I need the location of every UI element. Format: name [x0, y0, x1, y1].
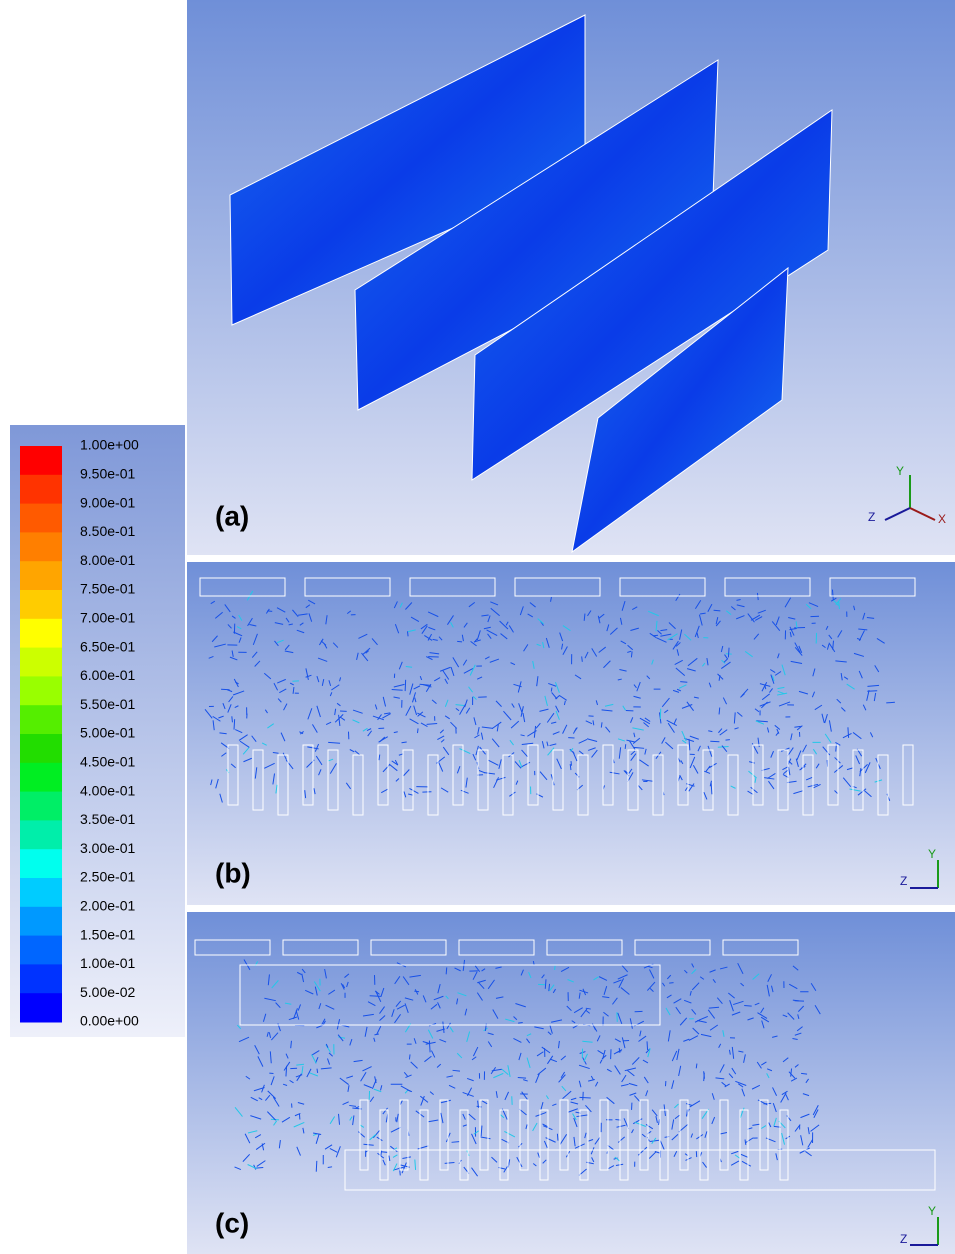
vector: [619, 1048, 620, 1053]
vector: [370, 996, 382, 997]
vector: [316, 1161, 317, 1172]
colorbar-label: 2.00e-01: [80, 898, 135, 914]
colorbar-label: 2.50e-01: [80, 869, 135, 885]
color-swatch: [20, 648, 62, 677]
color-swatch: [20, 936, 62, 965]
colorbar-label: 4.50e-01: [80, 754, 135, 770]
vector: [446, 967, 447, 974]
vector: [625, 744, 626, 749]
color-swatch: [20, 878, 62, 907]
panel-c-background: [187, 912, 955, 1254]
vector: [631, 651, 632, 657]
vector: [704, 1073, 705, 1081]
vector: [696, 1064, 697, 1069]
figure: 1.00e+00 9.50e-01 9.00e-01 8.50e-01 8.00e-01…: [0, 0, 955, 1254]
vector: [414, 991, 419, 992]
color-swatch: [20, 849, 62, 878]
colorbar-label: 9.00e-01: [80, 494, 135, 510]
colorbar-label: 0.00e+00: [80, 1013, 139, 1029]
vector: [557, 1134, 558, 1141]
vector: [234, 719, 235, 729]
vector: [407, 631, 408, 636]
axis-label: Y: [928, 1204, 936, 1218]
color-swatch: [20, 590, 62, 619]
vector: [457, 641, 462, 642]
color-swatch: [20, 792, 62, 821]
colorbar-label: 7.00e-01: [80, 610, 135, 626]
colorbar-label: 4.00e-01: [80, 782, 135, 798]
colorbar-label: 6.50e-01: [80, 638, 135, 654]
vector: [801, 1073, 807, 1074]
vector: [669, 983, 673, 984]
colorbar-label: 5.50e-01: [80, 696, 135, 712]
vector: [744, 1006, 752, 1007]
axis-label: Z: [868, 510, 875, 524]
vector: [886, 702, 895, 703]
axis-label: Y: [896, 464, 904, 478]
colorbar-label: 1.00e+00: [80, 437, 139, 453]
vector: [392, 690, 403, 691]
color-swatch: [20, 763, 62, 792]
colorbar-label: 1.50e-01: [80, 926, 135, 942]
axis-label: Z: [900, 1232, 907, 1246]
vector: [417, 728, 418, 733]
axis-label: Z: [900, 874, 907, 888]
vector: [647, 1041, 648, 1050]
vector: [317, 1069, 318, 1073]
panel-label: (c): [215, 1207, 249, 1238]
colorbar-label: 8.50e-01: [80, 523, 135, 539]
color-swatch: [20, 532, 62, 561]
vector: [381, 1152, 387, 1153]
vector: [551, 688, 552, 692]
vector: [728, 648, 729, 658]
colorbar-label: 1.00e-01: [80, 955, 135, 971]
vector: [452, 1142, 460, 1143]
axis-label: Y: [928, 847, 936, 861]
vector: [429, 1041, 430, 1053]
color-swatch: [20, 705, 62, 734]
vector: [710, 741, 719, 742]
vector: [714, 610, 721, 611]
color-swatch: [20, 561, 62, 590]
color-swatch: [20, 504, 62, 533]
colorbar-label: 8.00e-01: [80, 552, 135, 568]
color-swatch: [20, 907, 62, 936]
vector: [579, 1097, 590, 1098]
panel-label: (b): [215, 857, 251, 888]
axis-label: X: [938, 512, 946, 526]
vector: [680, 682, 687, 683]
page: 1.00e+00 9.50e-01 9.00e-01 8.50e-01 8.00e-01…: [0, 0, 955, 1254]
color-swatch: [20, 964, 62, 993]
colorbar-label: 7.50e-01: [80, 581, 135, 597]
colorbar-label: 5.00e-01: [80, 725, 135, 741]
vector: [409, 1054, 410, 1059]
color-swatch: [20, 820, 62, 849]
panel-label: (a): [215, 500, 249, 531]
color-swatch: [20, 475, 62, 504]
color-swatch: [20, 993, 62, 1022]
colorbar-label: 3.50e-01: [80, 811, 135, 827]
vector: [582, 656, 583, 661]
colorbar-label: 9.50e-01: [80, 466, 135, 482]
vector: [601, 722, 602, 727]
colorbar: 1.00e+00 9.50e-01 9.00e-01 8.50e-01 8.00e-01…: [20, 437, 139, 1029]
vector: [848, 727, 849, 738]
vector: [328, 1167, 332, 1168]
color-swatch: [20, 446, 62, 475]
colorbar-label: 6.00e-01: [80, 667, 135, 683]
color-swatch: [20, 676, 62, 705]
vector: [518, 1023, 523, 1024]
color-swatch: [20, 619, 62, 648]
colorbar-label: 5.00e-02: [80, 984, 135, 1000]
vector: [719, 707, 720, 714]
vector: [518, 1077, 526, 1078]
vector: [406, 667, 412, 668]
vector: [653, 635, 658, 636]
colorbar-label: 3.00e-01: [80, 840, 135, 856]
vector: [232, 716, 233, 722]
color-swatch: [20, 734, 62, 763]
